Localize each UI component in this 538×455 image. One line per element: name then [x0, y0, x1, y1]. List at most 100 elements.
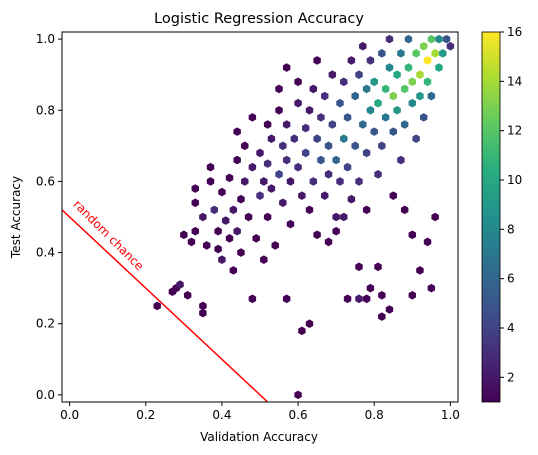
hexbin-cell: [301, 148, 310, 158]
colorbar-tick-label: 8: [507, 222, 515, 236]
hexbin-cell: [313, 230, 321, 240]
x-axis-ticks: 0.0 0.2 0.4 0.6 0.8 1.0: [60, 402, 460, 422]
hexbin-cell: [389, 127, 397, 136]
hexbin-cell: [362, 205, 371, 215]
hexbin-cell: [309, 84, 318, 94]
x-axis-label: Validation Accuracy: [200, 430, 318, 444]
hexbin-cell: [374, 170, 382, 179]
hexbin-cell: [294, 77, 302, 87]
y-tick-label: 1.0: [36, 32, 55, 46]
hexbin-cell: [404, 34, 413, 44]
hexbin-cell: [214, 244, 222, 254]
hexbin-cell: [180, 230, 188, 240]
hexbin-cell: [313, 134, 321, 144]
hexbin-cell: [176, 280, 184, 289]
y-axis-ticks: 0.0 0.2 0.4 0.6 0.8 1.0: [36, 32, 62, 402]
hexbin-cell: [366, 56, 375, 65]
hexbin-cell: [241, 141, 249, 151]
hexbin-cell: [404, 63, 413, 72]
hexbin-cell: [324, 170, 333, 179]
hexbin-cell: [397, 49, 405, 58]
hexbin-cell: [355, 177, 363, 186]
y-tick-label: 0.8: [36, 103, 55, 117]
y-tick-label: 0.2: [36, 317, 55, 331]
hexbin-cell: [233, 155, 241, 165]
hexbin-cell: [340, 212, 348, 222]
hexbin-cell: [241, 177, 249, 186]
hexbin-cell: [378, 141, 386, 151]
hexbin-cell: [355, 70, 363, 79]
hexbin-cell: [233, 226, 241, 236]
hexbin-cell: [260, 177, 268, 186]
hexbin-cell: [400, 120, 409, 129]
hexbin-cell: [378, 312, 386, 321]
hexbin-cell: [362, 294, 371, 304]
hexbin-cell: [408, 230, 417, 240]
hexbin-cell: [225, 173, 234, 183]
hexbin-cell: [389, 91, 397, 101]
hexbin-cell: [381, 113, 390, 122]
hexbin-cell: [275, 170, 283, 179]
hexbin-cell: [423, 237, 432, 247]
hexbin-cell: [282, 63, 291, 72]
hexbin-cell: [389, 191, 397, 200]
hexbin-cell: [286, 177, 295, 186]
hexbin-cell: [427, 283, 436, 293]
hexbin-cell: [248, 162, 257, 172]
hexbin-cell: [286, 219, 295, 229]
colorbar: [481, 31, 501, 403]
hexbin-cell: [340, 77, 348, 87]
hexbin-cell: [199, 212, 207, 222]
hexbin-cell: [442, 34, 451, 44]
hexbin-cell: [381, 84, 390, 94]
hexbin-cell: [400, 205, 409, 215]
hexbin-cell: [290, 134, 298, 144]
x-tick-label: 0.6: [289, 408, 308, 422]
hexbin-cell: [279, 141, 287, 151]
x-tick-label: 1.0: [441, 408, 460, 422]
hexbin-cell: [343, 294, 352, 304]
hexbin-cell: [282, 155, 291, 165]
hexbin-cell: [279, 198, 287, 208]
hexbin-cell: [248, 294, 257, 304]
hexbin-cell: [301, 123, 310, 133]
hexbin-cell: [431, 212, 439, 222]
hexbin-cell: [400, 84, 409, 94]
hexbin-cell: [321, 191, 329, 200]
hexbin-cell: [393, 105, 401, 115]
x-tick-label: 0.2: [136, 408, 155, 422]
colorbar-tick-label: 6: [507, 272, 515, 286]
hexbin-cell: [233, 127, 241, 136]
hexbin-cell: [305, 105, 314, 115]
hexbin-cell: [282, 120, 291, 129]
hexbin-cell: [298, 191, 306, 200]
hexbin-cell: [229, 205, 238, 215]
hexbin-cell: [252, 234, 260, 243]
hexbin-cell: [374, 98, 382, 108]
colorbar-ticks: 2 4 6 8 10 12 14 16: [500, 25, 522, 384]
hexbin-cell: [199, 301, 207, 311]
hexbin-cell: [362, 84, 371, 94]
hexbin-cell: [267, 184, 276, 193]
hexbin-cell: [412, 134, 420, 144]
hexbin-cell: [343, 162, 352, 172]
hexbin-cell: [347, 194, 356, 204]
hexbin-cell: [237, 248, 245, 257]
hexbin-cell: [218, 187, 226, 197]
hexbin-cell: [294, 390, 302, 400]
hexbin-cell: [340, 134, 348, 144]
x-tick-label: 0.8: [365, 408, 384, 422]
hexbin-cell: [271, 241, 279, 250]
hexbin-cell: [229, 266, 238, 275]
y-axis-label: Test Accuracy: [9, 176, 23, 259]
hexbin-cell: [260, 255, 268, 264]
hexbin-cell: [248, 113, 257, 122]
hexbin-cell: [263, 212, 272, 222]
hexbin-cell: [263, 159, 272, 168]
hexbin-cell: [187, 237, 196, 247]
hexbin-cell: [267, 134, 276, 144]
hexbin-cell: [435, 34, 443, 44]
reference-line-layer: [62, 209, 269, 402]
hexbin-cell: [183, 290, 192, 300]
hexbin-cell: [435, 63, 443, 72]
